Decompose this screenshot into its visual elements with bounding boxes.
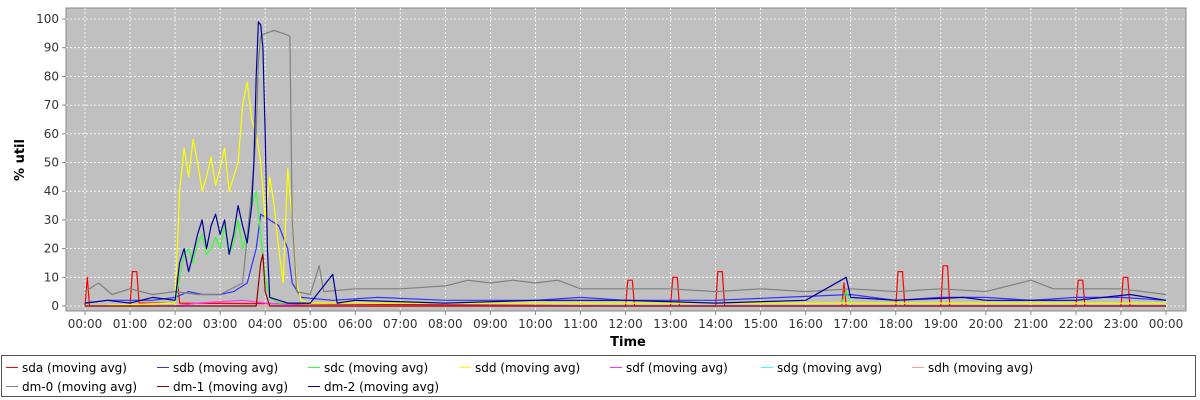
y-tick-label: 80 <box>44 69 59 83</box>
x-tick-label: 06:00 <box>338 317 373 331</box>
legend-item-7: dm-0 (moving avg) <box>6 378 151 396</box>
legend-item-6: sdh (moving avg) <box>912 359 1057 377</box>
x-tick-label: 20:00 <box>969 317 1004 331</box>
legend-label: dm-2 (moving avg) <box>324 380 440 394</box>
legend-label: sda (moving avg) <box>22 361 127 375</box>
x-tick-label: 21:00 <box>1014 317 1049 331</box>
x-tick-label: 12:00 <box>608 317 643 331</box>
x-tick-label: 19:00 <box>923 317 958 331</box>
series-lines <box>84 21 1167 307</box>
grid <box>66 8 1186 311</box>
series-line-7 <box>84 29 1167 296</box>
y-axis-title: % util <box>13 139 28 181</box>
y-tick-label: 0 <box>51 299 59 313</box>
legend-label: sdc (moving avg) <box>324 361 429 375</box>
y-tick-label: 30 <box>44 213 59 227</box>
legend-swatch <box>308 367 320 368</box>
x-tick-label: 22:00 <box>1059 317 1094 331</box>
legend-swatch <box>157 367 169 368</box>
legend-label: sdf (moving avg) <box>626 361 728 375</box>
utilization-chart: 0 10 20 30 40 50 60 70 80 90 100 00:00 01:00 02:00 03… <box>13 7 1187 350</box>
plot-background <box>65 7 1187 312</box>
legend-item-0: sda (moving avg) <box>6 359 151 377</box>
y-tick-label: 50 <box>44 156 59 170</box>
y-tick-label: 60 <box>44 127 59 141</box>
x-tick-label: 14:00 <box>698 317 733 331</box>
x-tick-label: 17:00 <box>833 317 868 331</box>
legend: sda (moving avg) sdb (moving avg) sdc (mov… <box>1 355 1196 397</box>
x-tick-label: 00:00 <box>68 317 103 331</box>
x-tick-label: 09:00 <box>473 317 508 331</box>
legend-label: sdg (moving avg) <box>777 361 883 375</box>
x-tick-label: 02:00 <box>158 317 193 331</box>
y-tick-label: 10 <box>44 270 59 284</box>
x-tick-label: 11:00 <box>563 317 598 331</box>
legend-item-8: dm-1 (moving avg) <box>157 378 302 396</box>
legend-swatch <box>610 367 622 368</box>
legend-swatch <box>912 367 924 368</box>
legend-item-9: dm-2 (moving avg) <box>308 378 453 396</box>
legend-swatch <box>6 367 18 368</box>
x-tick-label: 16:00 <box>788 317 823 331</box>
y-tick-label: 90 <box>44 41 59 55</box>
x-axis-ticks: 00:00 01:00 02:00 03:00 04:00 05:00 06:00 07:00… <box>68 311 1184 331</box>
x-tick-label: 23:00 <box>1104 317 1139 331</box>
x-tick-label: 00:00 <box>1149 317 1184 331</box>
y-tick-label: 70 <box>44 98 59 112</box>
x-tick-label: 10:00 <box>518 317 553 331</box>
series-line-8 <box>85 253 1166 307</box>
x-tick-label: 05:00 <box>293 317 328 331</box>
x-tick-label: 15:00 <box>743 317 778 331</box>
legend-item-1: sdb (moving avg) <box>157 359 302 377</box>
y-axis-ticks: 0 10 20 30 40 50 60 70 80 90 100 <box>36 12 66 313</box>
x-axis-title: Time <box>610 335 646 350</box>
legend-label: sdh (moving avg) <box>928 361 1034 375</box>
x-tick-label: 01:00 <box>113 317 148 331</box>
legend-label: sdd (moving avg) <box>475 361 581 375</box>
legend-label: sdb (moving avg) <box>173 361 279 375</box>
series-line-3 <box>84 81 1166 307</box>
legend-swatch <box>308 386 320 387</box>
x-tick-label: 03:00 <box>203 317 238 331</box>
series-line-9 <box>84 21 1167 304</box>
x-tick-label: 13:00 <box>653 317 688 331</box>
legend-swatch <box>761 367 773 368</box>
x-tick-label: 04:00 <box>248 317 283 331</box>
y-tick-label: 100 <box>36 12 59 26</box>
legend-item-3: sdd (moving avg) <box>459 359 604 377</box>
legend-swatch <box>459 367 471 368</box>
x-tick-label: 07:00 <box>383 317 418 331</box>
y-tick-label: 20 <box>44 242 59 256</box>
legend-label: dm-1 (moving avg) <box>173 380 289 394</box>
x-tick-label: 18:00 <box>878 317 913 331</box>
legend-swatch <box>6 386 18 387</box>
legend-item-2: sdc (moving avg) <box>308 359 453 377</box>
legend-label: dm-0 (moving avg) <box>22 380 138 394</box>
legend-item-5: sdg (moving avg) <box>761 359 906 377</box>
series-line-1 <box>84 213 1167 304</box>
x-tick-label: 08:00 <box>428 317 463 331</box>
legend-item-4: sdf (moving avg) <box>610 359 755 377</box>
legend-swatch <box>157 386 169 387</box>
y-tick-label: 40 <box>44 184 59 198</box>
